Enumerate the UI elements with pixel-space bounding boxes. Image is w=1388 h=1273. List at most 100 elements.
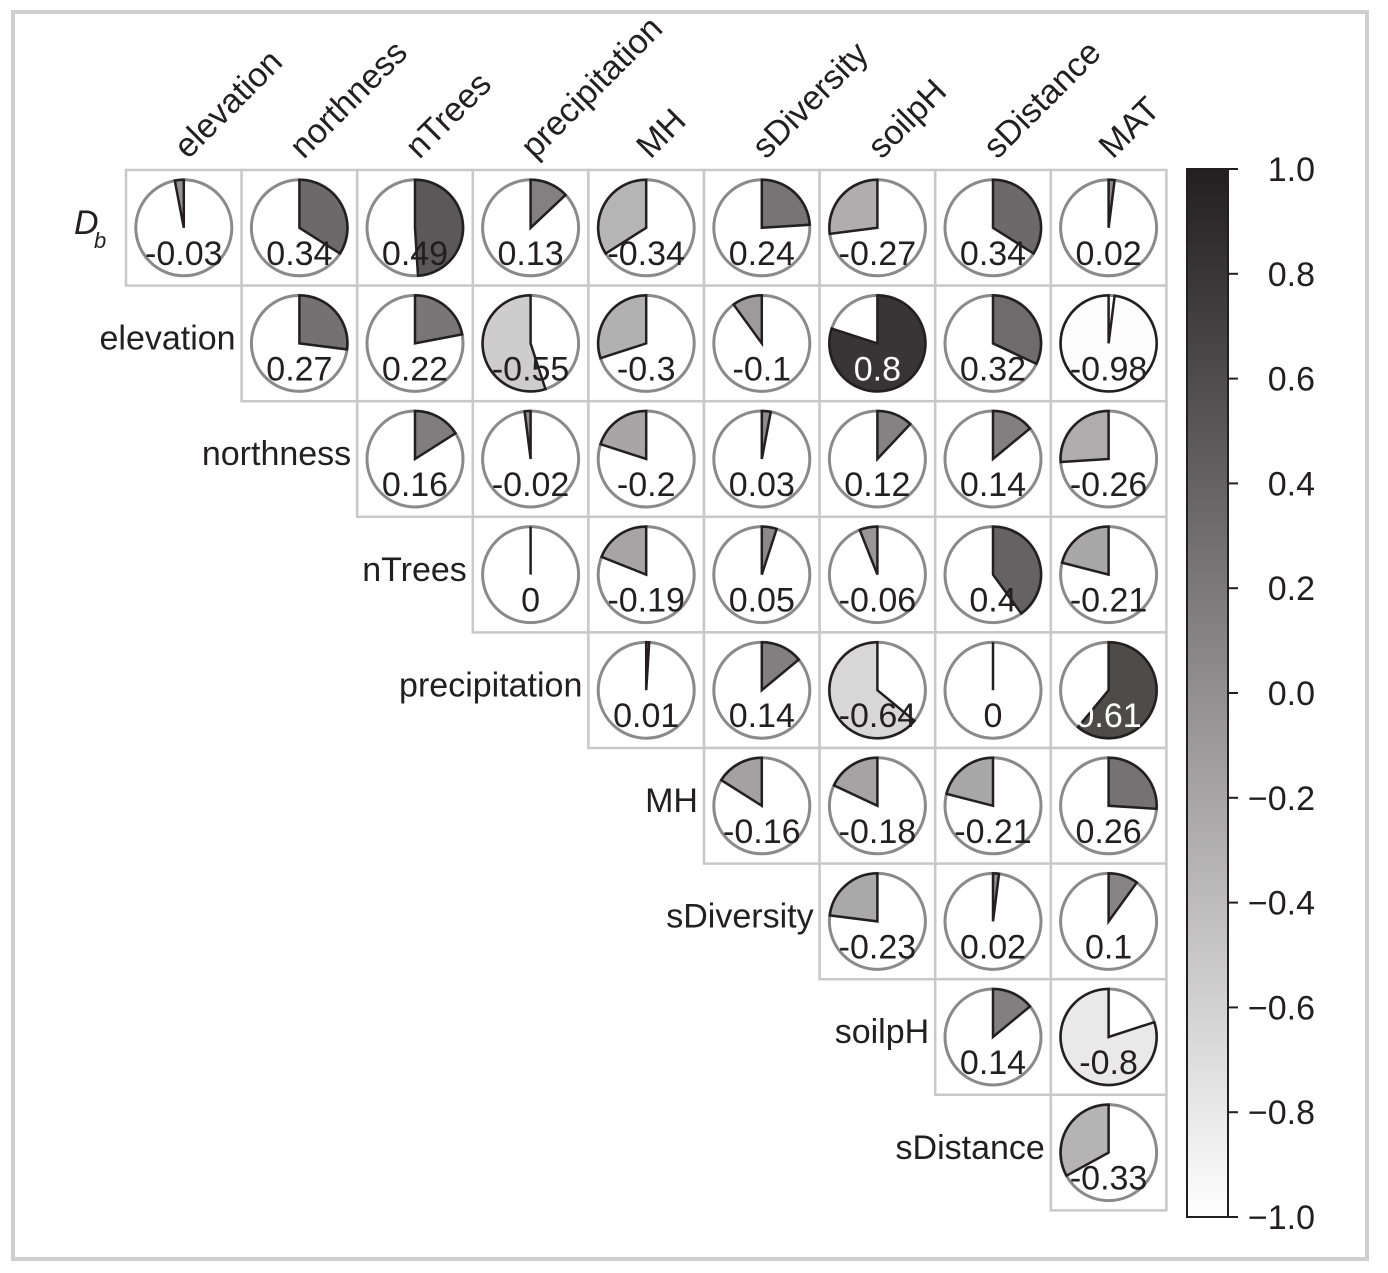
pie-wedge bbox=[858, 525, 879, 576]
pie-wedge bbox=[1107, 756, 1158, 811]
pie-wedge bbox=[828, 178, 879, 236]
colorbar-tick-label: −0.4 bbox=[1248, 885, 1315, 923]
column-label-nTrees: nTrees bbox=[398, 65, 499, 166]
pie-wedge bbox=[719, 756, 764, 809]
row-label-sDiversity: sDiversity bbox=[666, 898, 813, 936]
pie-wedge bbox=[598, 409, 648, 461]
cell-D-precipitation: 0.13 bbox=[471, 168, 590, 287]
row-label-nTrees: nTrees bbox=[362, 551, 467, 589]
cell-sDistance-MAT: -0.33 bbox=[1049, 1093, 1168, 1212]
pie-wedge bbox=[991, 294, 1043, 366]
value-label: 0.12 bbox=[844, 466, 910, 504]
cell-northness-soilpH: 0.12 bbox=[818, 399, 937, 519]
value-label: 0.34 bbox=[266, 235, 332, 273]
pie-wedge bbox=[760, 525, 779, 575]
value-label: 0.49 bbox=[382, 235, 448, 273]
colorbar-tick-label: 0.6 bbox=[1268, 361, 1315, 399]
value-label: 0.22 bbox=[382, 350, 448, 388]
cell-nTrees-MH: -0.19 bbox=[587, 515, 706, 634]
pie-wedge bbox=[731, 294, 764, 348]
colorbar: 1.0 0.8 0.6 0.4 0.2 0.0 −0.2 −0.4 −0.6 −0.8 −1.0 bbox=[1186, 151, 1315, 1237]
cell-D-sDistance: 0.34 bbox=[933, 168, 1053, 287]
value-label: 0 bbox=[521, 582, 540, 620]
pie-wedge bbox=[413, 294, 464, 345]
value-label: 0.14 bbox=[960, 1044, 1026, 1082]
cell-northness-MH: -0.2 bbox=[587, 399, 706, 519]
colorbar-tick-label: 0.2 bbox=[1268, 570, 1315, 608]
cell-MH-soilpH: -0.18 bbox=[818, 746, 937, 865]
value-label: -0.64 bbox=[839, 697, 917, 735]
pie-wedge bbox=[481, 294, 548, 393]
pie-wedge bbox=[991, 872, 1001, 922]
value-label: 0.14 bbox=[729, 697, 795, 735]
value-label: -0.33 bbox=[1070, 1160, 1148, 1198]
pie-wedge bbox=[596, 178, 648, 256]
row-labels: Db elevation northness nTrees precipitation M… bbox=[74, 204, 1045, 1167]
cell-MH-sDistance: -0.21 bbox=[933, 746, 1053, 865]
value-label: 0.16 bbox=[382, 466, 448, 504]
cell-precipitation-sDistance: 0 bbox=[933, 631, 1053, 750]
column-label-sDiversity: sDiversity bbox=[745, 35, 876, 166]
row-label-MH: MH bbox=[645, 782, 698, 820]
pie-wedge bbox=[1059, 987, 1158, 1087]
value-label: 0 bbox=[984, 697, 1003, 735]
pie-wedge bbox=[828, 294, 927, 393]
colorbar-tick-label: −0.8 bbox=[1248, 1094, 1315, 1132]
row-label-soilpH: soilpH bbox=[835, 1013, 929, 1051]
cell-D-nTrees: 0.49 bbox=[355, 168, 475, 287]
cell-northness-nTrees: 0.16 bbox=[355, 399, 475, 519]
row-label-elevation: elevation bbox=[99, 320, 235, 358]
cell-elevation-sDistance: 0.32 bbox=[933, 284, 1053, 403]
cell-D-soilpH: -0.27 bbox=[818, 168, 937, 287]
pie-wedge bbox=[413, 178, 465, 278]
pie-wedge bbox=[876, 409, 913, 463]
cell-D-sDiversity: 0.24 bbox=[702, 168, 821, 287]
pie-wedge bbox=[298, 294, 349, 351]
colorbar-tick-label: 0.4 bbox=[1268, 465, 1315, 503]
cell-precipitation-MAT: 0.61 bbox=[1049, 631, 1168, 750]
pie-wedge bbox=[760, 409, 773, 460]
pie-wedge bbox=[991, 178, 1043, 256]
row-label-subscript: b bbox=[94, 228, 106, 253]
value-label: -0.02 bbox=[492, 466, 570, 504]
cell-precipitation-soilpH: -0.64 bbox=[818, 631, 937, 750]
cell-elevation-precipitation: -0.55 bbox=[471, 284, 590, 403]
pie-wedge bbox=[991, 409, 1032, 462]
cell-D-elevation: -0.03 bbox=[124, 168, 243, 287]
column-label-northness: northness bbox=[282, 33, 414, 165]
cell-elevation-northness: 0.27 bbox=[240, 284, 359, 403]
pie-wedge bbox=[760, 640, 801, 693]
pie-wedge bbox=[828, 640, 917, 740]
value-label: -0.21 bbox=[1070, 582, 1148, 620]
cell-nTrees-sDiversity: 0.05 bbox=[702, 515, 821, 634]
pie-wedge bbox=[1059, 409, 1110, 464]
value-label: -0.16 bbox=[723, 813, 801, 851]
pie-wedge bbox=[413, 409, 458, 462]
pie-wedge bbox=[828, 872, 879, 923]
row-label-northness: northness bbox=[202, 435, 351, 473]
cell-MH-MAT: 0.26 bbox=[1049, 746, 1168, 865]
cell-elevation-soilpH: 0.8 bbox=[818, 284, 937, 403]
value-label: 0.13 bbox=[498, 235, 564, 273]
column-label-elevation: elevation bbox=[167, 43, 290, 166]
pie-wedge bbox=[173, 178, 186, 229]
cell-northness-sDiversity: 0.03 bbox=[702, 399, 821, 519]
cell-sDiversity-soilpH: -0.23 bbox=[818, 862, 937, 981]
value-label: 0.4 bbox=[969, 582, 1016, 620]
cell-nTrees-soilpH: -0.06 bbox=[818, 515, 937, 634]
cell-D-MH: -0.34 bbox=[587, 168, 706, 287]
value-label: -0.19 bbox=[607, 582, 685, 620]
value-label: -0.2 bbox=[617, 466, 676, 504]
row-label-precipitation: precipitation bbox=[399, 666, 582, 704]
figure-frame: -0.03 0.34 0.49 0.13 -0.34 0.24 -0.27 0.34 0.02 0… bbox=[11, 10, 1369, 1261]
cell-precipitation-MH: 0.01 bbox=[587, 631, 706, 750]
value-label: 0.32 bbox=[960, 350, 1026, 388]
pie-wedge bbox=[599, 525, 648, 577]
pie-wedge bbox=[944, 756, 995, 808]
value-label: 0.27 bbox=[266, 350, 332, 388]
pie-wedge bbox=[523, 409, 532, 460]
value-label: 0.01 bbox=[613, 697, 679, 735]
column-label-MH: MH bbox=[629, 101, 693, 165]
pie-wedge bbox=[1107, 178, 1117, 228]
